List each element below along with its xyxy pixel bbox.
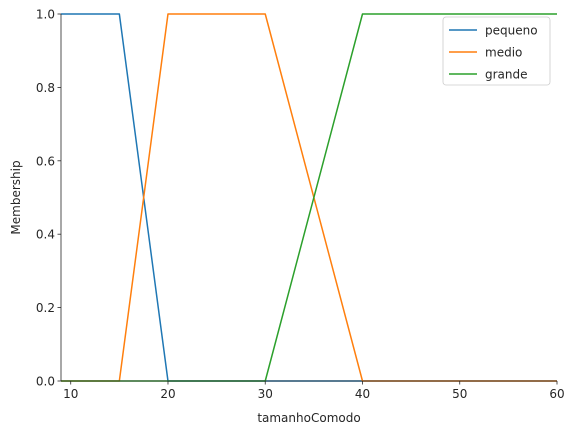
x-tick-label: 20: [160, 387, 175, 401]
y-tick-label: 0.8: [36, 81, 55, 95]
axes-layer: [60, 14, 557, 382]
legend: pequeno medio grande: [442, 16, 551, 86]
x-tick-label: 60: [549, 387, 564, 401]
x-axis-label: tamanhoComodo: [257, 411, 360, 425]
y-axis-label: Membership: [9, 160, 23, 234]
x-tick-label: 50: [452, 387, 467, 401]
y-tick-label: 0.4: [36, 228, 55, 242]
legend-label-pequeno: pequeno: [485, 24, 538, 38]
x-tick-label: 10: [63, 387, 78, 401]
legend-label-grande: grande: [485, 68, 528, 82]
legend-label-medio: medio: [485, 46, 522, 60]
y-tick-label: 0.0: [36, 375, 55, 389]
ticks-layer: 10 20 30 40 50 60 0.0 0.2 0.4 0.6 0.8 1.0: [36, 8, 565, 402]
y-tick-label: 0.6: [36, 154, 55, 168]
legend-box: [442, 16, 551, 86]
x-tick-label: 30: [258, 387, 273, 401]
y-tick-label: 1.0: [36, 8, 55, 22]
y-tick-label: 0.2: [36, 301, 55, 315]
x-tick-label: 40: [355, 387, 370, 401]
